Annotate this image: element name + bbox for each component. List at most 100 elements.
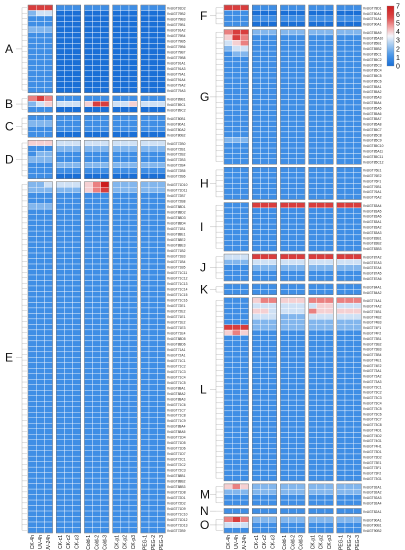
heat-cell: [44, 4, 53, 11]
heat-cell: [112, 26, 121, 33]
heat-cell: [112, 15, 121, 22]
heat-cell: [64, 335, 73, 342]
heat-cell: [336, 188, 346, 195]
heat-cell: [280, 253, 289, 260]
heat-cell: [336, 389, 346, 395]
heat-cell: [128, 203, 138, 210]
heat-cell: [84, 324, 93, 331]
heat-cell: [56, 505, 65, 512]
gene-label: VvUGT76B1: [363, 185, 382, 189]
heat-cell: [296, 99, 306, 106]
heat-cell: [353, 394, 362, 401]
heat-cell: [288, 40, 297, 46]
heat-cell: [280, 104, 289, 111]
heat-cell: [72, 236, 81, 243]
heat-cell: [44, 461, 53, 468]
heat-cell: [84, 390, 93, 396]
heat-cell: [128, 406, 138, 413]
heat-cell: [252, 340, 261, 347]
heat-cell: [84, 156, 93, 163]
heat-cell: [112, 32, 121, 39]
heat-cell: [128, 296, 138, 303]
heat-cell: [288, 131, 297, 138]
heat-cell: [308, 167, 317, 173]
heat-cell: [353, 405, 362, 412]
heat-cell: [27, 54, 37, 61]
heat-cell: [223, 40, 233, 46]
heat-cell: [27, 483, 37, 490]
heat-cell: [316, 20, 326, 27]
heat-cell: [232, 183, 241, 189]
heat-cell: [260, 137, 269, 143]
heat-cell: [240, 378, 249, 385]
heat-cell: [324, 50, 334, 57]
heat-cell: [324, 99, 334, 106]
block-border: [223, 508, 249, 515]
heat-cell: [27, 197, 37, 204]
gene-label: VvUGT88E2: [167, 238, 186, 242]
heat-cell: [280, 335, 289, 342]
heat-cell: [44, 192, 53, 199]
heat-cell: [280, 459, 289, 465]
gene-label: VvUGT88D1: [167, 205, 186, 209]
heat-cell: [128, 10, 138, 17]
heat-cell: [72, 70, 81, 77]
heat-cell: [223, 494, 233, 501]
heat-cell: [296, 147, 306, 154]
heat-cell: [27, 291, 37, 298]
heat-cell: [260, 142, 269, 149]
heat-cell: [296, 275, 306, 282]
gene-label: VvUGT72B4: [167, 164, 186, 168]
heat-cell: [112, 197, 121, 204]
heat-cell: [308, 229, 317, 236]
heat-cell: [280, 202, 289, 209]
heat-cell: [128, 236, 138, 243]
heat-cell: [252, 61, 261, 68]
heat-cell: [128, 423, 138, 429]
heat-cell: [316, 459, 326, 465]
heat-cell: [128, 412, 138, 418]
heat-cell: [140, 151, 150, 157]
heat-cell: [36, 313, 45, 320]
heat-cell: [252, 483, 261, 490]
heat-cell: [140, 145, 150, 152]
heat-cell: [336, 120, 346, 127]
heat-cell: [223, 469, 233, 476]
heat-cell: [120, 444, 130, 451]
heat-cell: [84, 274, 93, 281]
heat-cell: [288, 410, 297, 417]
heat-cell: [36, 406, 45, 413]
heat-cell: [64, 48, 73, 55]
heat-cell: [56, 230, 65, 237]
heat-cell: [232, 329, 241, 336]
heat-cell: [120, 106, 130, 113]
colorbar-tick: 1: [396, 55, 400, 62]
heat-cell: [232, 302, 241, 309]
heat-cell: [64, 131, 73, 138]
heat-cell: [280, 362, 289, 368]
heat-cell: [84, 329, 93, 336]
heat-cell: [260, 453, 269, 460]
heat-cell: [344, 426, 354, 433]
heat-cell: [44, 379, 53, 385]
heat-cell: [223, 229, 233, 236]
heat-cell: [316, 77, 326, 84]
heat-cell: [92, 390, 101, 396]
heat-cell: [280, 410, 289, 417]
gene-label: VvUGT71D6: [167, 447, 186, 451]
heat-cell: [148, 219, 158, 226]
gene-label: VvUGT85A1: [363, 85, 382, 89]
heat-cell: [288, 275, 297, 282]
heat-cell: [260, 302, 269, 309]
gene-label: VvUGT79B3: [167, 17, 186, 21]
heat-cell: [308, 489, 317, 495]
heat-cell: [100, 357, 110, 364]
heat-cell: [296, 177, 306, 184]
heat-cell: [316, 15, 326, 22]
heat-cell: [148, 439, 158, 446]
heat-cell: [316, 88, 326, 95]
heat-cell: [148, 302, 158, 309]
heat-cell: [316, 362, 326, 368]
heat-cell: [56, 412, 65, 418]
gene-label: VvUGT73A3: [363, 380, 382, 384]
